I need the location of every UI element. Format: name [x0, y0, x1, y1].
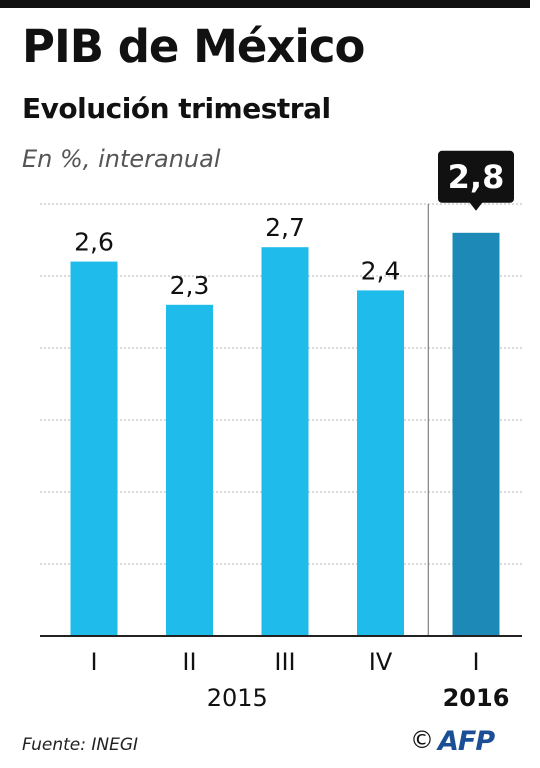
value-label: 2,7 [265, 213, 305, 242]
value-label: 2,6 [74, 228, 114, 257]
value-label: 2,3 [170, 271, 210, 300]
x-tick-label: I [90, 648, 97, 676]
x-tick-label: I [472, 648, 479, 676]
x-tick-label: II [182, 648, 196, 676]
chart-title: PIB de México [22, 20, 365, 73]
value-label: 2,8 [448, 158, 505, 196]
value-callout [438, 150, 514, 203]
bar [166, 304, 213, 636]
source-note: Fuente: INEGI [22, 735, 139, 755]
afp-logo: AFP [438, 726, 495, 757]
x-tick-label: IV [369, 648, 393, 676]
copyright-symbol: © [410, 726, 434, 754]
chart-subtitle: Evolución trimestral [22, 92, 331, 125]
year-label: 2016 [443, 684, 510, 712]
bar [70, 261, 118, 636]
x-tick-label: III [274, 648, 295, 676]
top-rule [0, 0, 530, 8]
bar [261, 247, 309, 636]
bar-chart: 2,6 I 2,3 II 2,7 III 2,4 IV 2,8 I 2015 2016 [40, 150, 522, 712]
value-callout-pointer [469, 201, 483, 211]
bar [357, 290, 404, 636]
bar [452, 232, 500, 637]
units-label: En %, interanual [22, 145, 221, 173]
year-label: 2015 [207, 684, 268, 712]
value-label: 2,4 [361, 256, 401, 285]
